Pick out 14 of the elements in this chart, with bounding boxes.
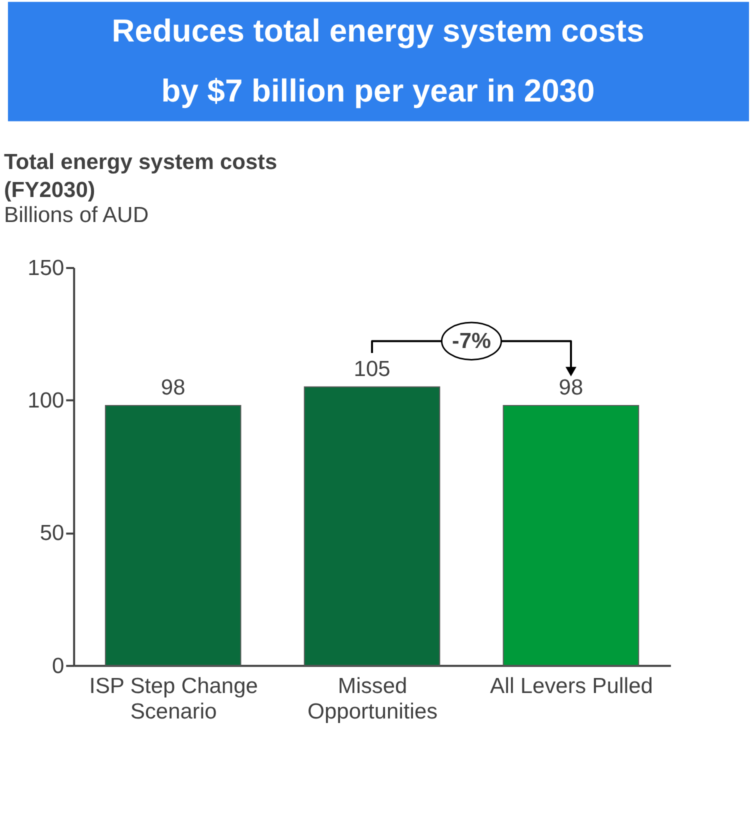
data-label: 98 bbox=[160, 374, 186, 400]
chart-title: Reduces total energy system costs by $7 billion per year in 2030 bbox=[112, 12, 644, 108]
y-tick-label: 150 bbox=[28, 254, 64, 280]
y-tick-label: 0 bbox=[52, 652, 64, 678]
annotation: -7% bbox=[452, 328, 491, 354]
data-label: 98 bbox=[558, 374, 584, 400]
y-tick-label: 50 bbox=[40, 520, 64, 546]
x-tick-label: All Levers Pulled bbox=[490, 672, 653, 698]
data-label: 105 bbox=[354, 356, 390, 381]
x-tick-label: ISP Step Change Scenario bbox=[89, 672, 258, 724]
x-tick-label: Missed Opportunities bbox=[307, 672, 438, 724]
y-tick-label: 100 bbox=[28, 388, 64, 413]
chart-subtitle: Total energy system costs (FY2030) bbox=[4, 149, 278, 202]
y-axis-title: Billions of AUD bbox=[4, 202, 149, 227]
